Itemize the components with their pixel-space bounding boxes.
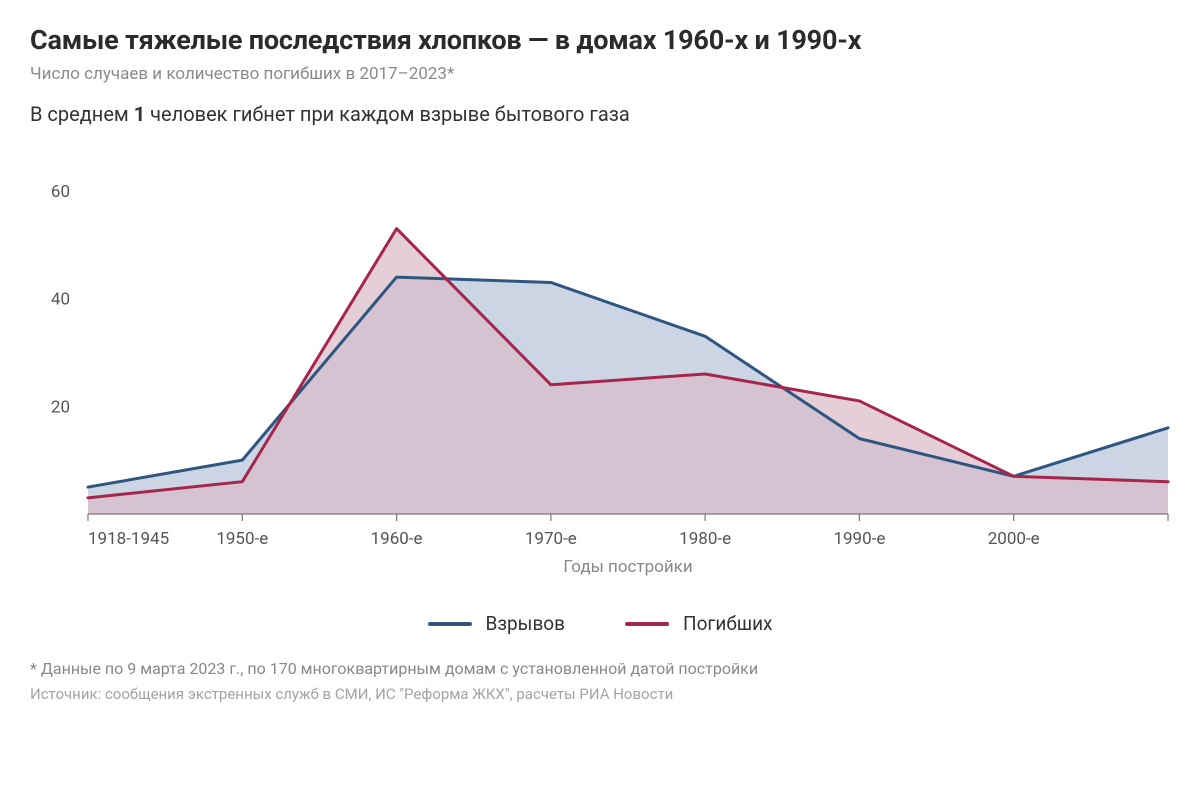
svg-text:60: 60 xyxy=(51,182,70,202)
chart-area: 20 40 60 1918-1945 1950-е 1960-е 1970-е 1980-е 1… xyxy=(30,154,1170,594)
legend-item-explosions: Взрывов xyxy=(428,612,565,635)
legend-swatch xyxy=(428,622,472,626)
svg-text:1990-е: 1990-е xyxy=(833,529,885,549)
svg-text:1950-е: 1950-е xyxy=(216,529,268,549)
line-chart-svg: 20 40 60 1918-1945 1950-е 1960-е 1970-е 1980-е 1… xyxy=(30,154,1170,594)
legend-label: Погибших xyxy=(683,612,772,635)
svg-text:1960-е: 1960-е xyxy=(371,529,423,549)
legend-item-deaths: Погибших xyxy=(625,612,772,635)
legend-swatch xyxy=(625,622,669,626)
chart-legend: Взрывов Погибших xyxy=(30,612,1170,635)
svg-text:40: 40 xyxy=(51,290,70,310)
chart-source: Источник: сообщения экстренных служб в С… xyxy=(30,685,1170,703)
svg-text:Годы постройки: Годы постройки xyxy=(563,557,692,577)
legend-label: Взрывов xyxy=(486,612,565,635)
svg-text:1980-е: 1980-е xyxy=(679,529,731,549)
svg-text:2000-е: 2000-е xyxy=(988,529,1040,549)
svg-text:1918-1945: 1918-1945 xyxy=(88,529,169,549)
callout-prefix: В среднем xyxy=(30,102,134,126)
chart-title: Самые тяжелые последствия хлопков — в до… xyxy=(30,24,1170,56)
svg-text:1970-е: 1970-е xyxy=(525,529,577,549)
chart-footnote: * Данные по 9 марта 2023 г., по 170 мног… xyxy=(30,657,1170,681)
callout-bold: 1 xyxy=(134,102,145,126)
chart-subtitle: Число случаев и количество погибших в 20… xyxy=(30,64,1170,84)
svg-text:20: 20 xyxy=(51,397,70,417)
callout-suffix: человек гибнет при каждом взрыве бытовог… xyxy=(145,102,630,126)
chart-callout: В среднем 1 человек гибнет при каждом вз… xyxy=(30,102,1170,126)
